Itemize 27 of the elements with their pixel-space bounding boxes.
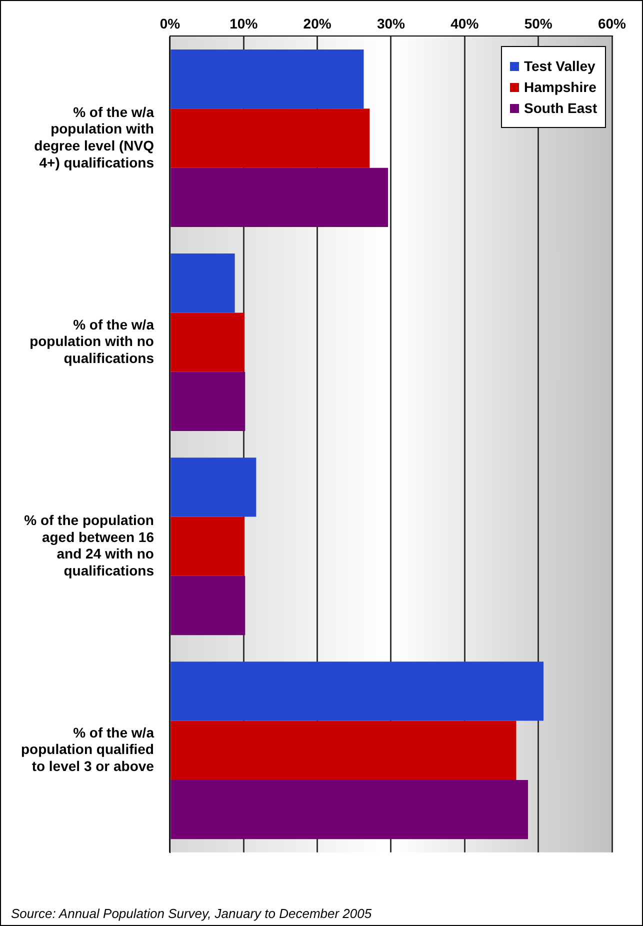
bar — [170, 662, 544, 721]
x-tick-label: 10% — [230, 16, 258, 32]
x-tick-label: 60% — [598, 16, 627, 32]
legend-label: Hampshire — [524, 79, 596, 96]
bar — [170, 254, 235, 313]
bar — [170, 312, 244, 372]
legend-label: South East — [524, 100, 598, 116]
bar — [170, 780, 528, 840]
y-tick-label: % of the w/a population with degree level (NVQ 4+) qualifications — [34, 104, 154, 170]
legend-label: Test Valley — [524, 58, 596, 74]
x-tick-label: 40% — [450, 16, 480, 32]
x-tick-label: 20% — [303, 16, 332, 32]
x-tick-label: 30% — [376, 16, 406, 32]
bar — [170, 108, 370, 168]
bar — [170, 372, 246, 432]
y-tick-label: % of the w/a population with no qualifications — [30, 316, 154, 366]
x-tick-label: 50% — [524, 16, 553, 32]
y-tick-label: % of the w/a population qualified to level 3 or above — [20, 724, 154, 774]
bar — [170, 168, 388, 227]
y-tick-label: % of the population aged between 16 and 24 with no qualifications — [24, 512, 154, 578]
source-note: Source: Annual Population Survey, January to December 2005 — [11, 906, 372, 921]
x-tick-label: 0% — [160, 16, 181, 32]
bar — [170, 516, 244, 576]
bar — [170, 576, 246, 636]
bar — [170, 720, 516, 780]
bar — [170, 49, 364, 109]
bar — [170, 458, 256, 517]
